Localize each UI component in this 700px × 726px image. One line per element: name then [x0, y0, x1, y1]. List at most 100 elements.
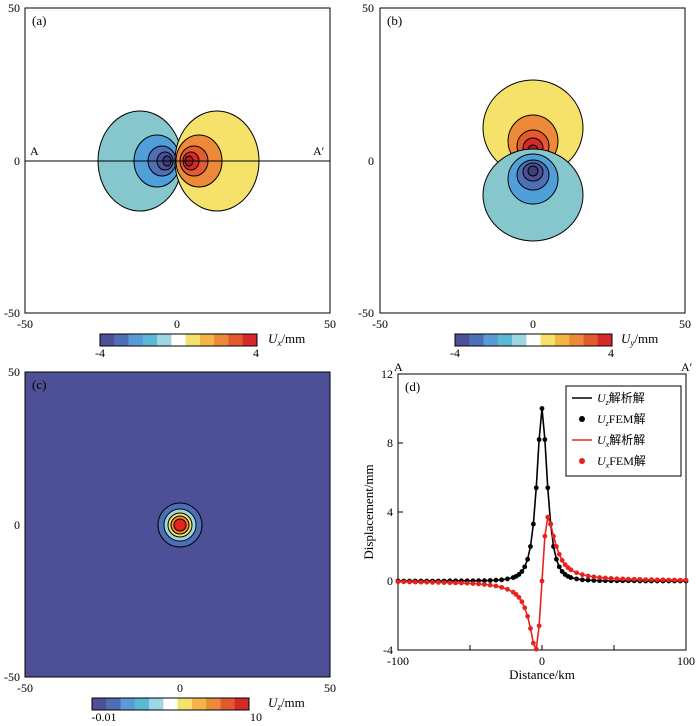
data-point-ux [458, 580, 464, 586]
panel-b-ytick-bottom: -50 [358, 306, 374, 320]
panel-c-colorbar [91, 697, 250, 711]
data-point-ux [424, 579, 430, 585]
panel-a-ytick-mid: 0 [14, 154, 20, 168]
data-point-ux [626, 576, 631, 582]
panel-c-cbar-min: -0.01 [92, 710, 117, 724]
panel-d-plot-area [395, 406, 689, 652]
panel-a-frame [24, 7, 331, 314]
panel-d-ytick-8: 8 [387, 436, 393, 450]
data-point-uz [556, 564, 562, 570]
panel-d-xtick-left: -100 [387, 654, 409, 668]
legend-box [565, 385, 682, 477]
colorbar-swatch [128, 334, 144, 346]
series-ux [395, 514, 689, 652]
colorbar-swatch [497, 334, 513, 346]
data-point-uz [493, 577, 499, 583]
panel-a-xtick-right: 50 [324, 317, 336, 331]
data-point-uz [542, 437, 548, 442]
data-point-ux [620, 576, 626, 582]
colorbar-frame [91, 697, 250, 711]
panel-a-cbar-label: Ux/mm [268, 331, 305, 348]
legend-swatch-dot-red [579, 458, 585, 464]
data-point-uz [516, 572, 522, 577]
data-point-ux [591, 574, 597, 580]
line-end-label: A′ [681, 360, 693, 374]
data-point-ux [554, 544, 559, 549]
data-point-ux [470, 581, 476, 586]
data-point-uz [505, 576, 510, 582]
panel-a-cbar-min: -4 [95, 346, 105, 360]
panel-c-contours [157, 502, 203, 548]
data-point-ux [516, 594, 522, 600]
data-point-ux [412, 579, 418, 585]
panel-d-ytick-0: 0 [387, 574, 393, 588]
panel-a-label: (a) [32, 13, 46, 28]
uy-neg-contour-5 [527, 165, 539, 177]
colorbar-swatch [177, 698, 193, 710]
data-point-uz [591, 578, 597, 583]
data-point-uz [585, 577, 591, 583]
data-point-ux [530, 640, 536, 646]
data-point-ux [562, 562, 568, 568]
panel-d: (d) A A′ 12 8 4 0 -4 -100 0 100 Distance… [361, 360, 695, 682]
data-point-ux [568, 567, 574, 573]
data-point-ux [539, 578, 545, 584]
data-point-ux [401, 579, 407, 585]
colorbar-swatch [469, 334, 484, 346]
colorbar-swatch [228, 334, 244, 346]
data-point-uz [522, 564, 528, 570]
data-point-uz [499, 577, 505, 583]
data-point-ux [536, 623, 542, 629]
panel-b-xtick-left: -50 [372, 317, 388, 331]
data-point-ux [683, 577, 689, 583]
panel-a: (a) A A′ 50 0 -50 -50 0 50 -4 4 Ux/mm [4, 1, 336, 360]
colorbar-swatch [120, 698, 136, 710]
data-point-uz [519, 569, 525, 574]
panel-b-cbar-min: -4 [450, 346, 460, 360]
data-point-ux [551, 533, 556, 539]
panel-b-ytick-top: 50 [362, 1, 374, 15]
data-point-ux [542, 533, 548, 539]
data-point-ux [654, 577, 660, 583]
data-point-ux [643, 577, 649, 583]
colorbar-swatch [569, 334, 584, 346]
colorbar-swatch [512, 334, 527, 346]
panel-a-ytick-bottom: -50 [4, 306, 20, 320]
panel-a-ytick-top: 50 [8, 1, 20, 15]
panel-c-frame [24, 371, 331, 678]
legend-label-uz-fem: UzFEM解 [597, 412, 645, 428]
data-point-ux [602, 575, 608, 581]
colorbar-swatch [214, 334, 229, 346]
legend-item-ux-analytic: Ux解析解 [572, 433, 645, 449]
profile-start-label: A [30, 144, 39, 158]
legend-item-uz-analytic: Uz解析解 [572, 391, 645, 407]
data-point-uz [530, 521, 536, 527]
panel-a-colorbar [99, 333, 258, 347]
data-point-ux [637, 577, 643, 582]
panel-d-ticks [397, 373, 687, 651]
panel-d-ytick-4: 4 [387, 505, 393, 519]
data-point-ux [487, 582, 493, 588]
legend-swatch-dot-black [579, 416, 585, 422]
data-point-ux [574, 570, 579, 576]
data-point-ux [614, 576, 620, 582]
panel-c-xtick-left: -50 [17, 681, 33, 695]
panel-a-contours [25, 110, 330, 212]
panel-b-colorbar [454, 333, 613, 347]
colorbar-swatch [163, 698, 178, 710]
colorbar-swatch [114, 334, 129, 346]
data-point-uz [554, 556, 559, 562]
legend: Uz解析解 UzFEM解 Ux解析解 UxFEM解 [565, 385, 682, 477]
data-point-uz [539, 406, 545, 411]
panel-b-ytick-mid: 0 [368, 154, 374, 168]
data-point-uz [536, 437, 542, 442]
uz-contour-5 [173, 518, 187, 532]
colorbar-swatch [483, 334, 499, 346]
data-point-ux [430, 579, 435, 585]
panel-a-xtick-mid: 0 [174, 317, 180, 331]
colorbar-swatch [540, 334, 556, 346]
panel-c-xtick-right: 50 [324, 681, 336, 695]
data-point-uz [482, 578, 487, 584]
data-point-ux [631, 576, 637, 582]
data-point-uz [568, 575, 574, 580]
